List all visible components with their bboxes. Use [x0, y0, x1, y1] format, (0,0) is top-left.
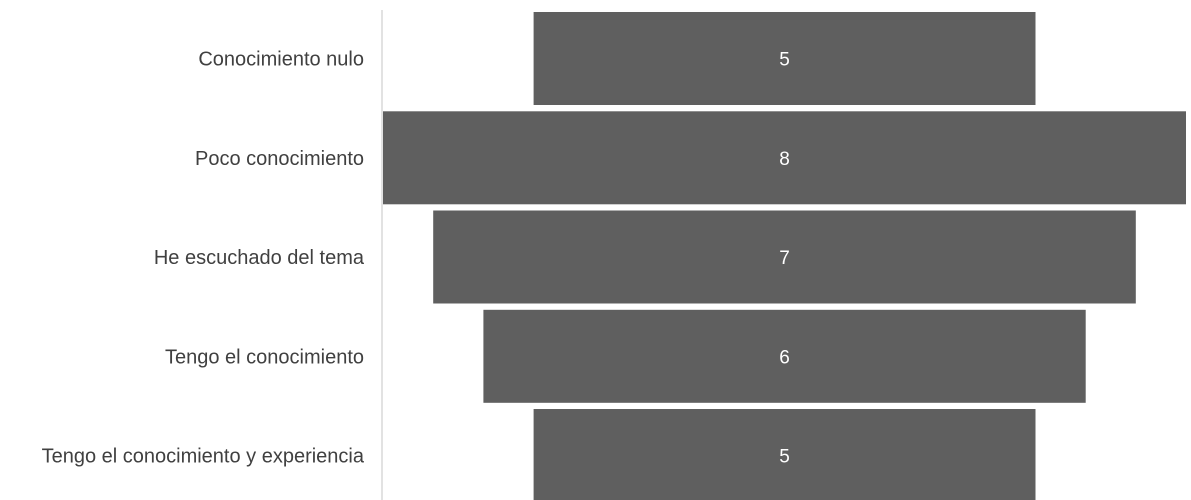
funnel-bar	[433, 210, 1136, 304]
value-label: 5	[779, 50, 790, 71]
category-labels-group: Conocimiento nulo Poco conocimiento He esc…	[42, 49, 365, 468]
value-labels-group: 5 8 7 6 5	[779, 50, 790, 468]
funnel-bar	[383, 111, 1186, 205]
funnel-bar	[533, 12, 1036, 105]
category-label: Conocimiento nulo	[198, 49, 364, 71]
category-label: Poco conocimiento	[195, 148, 364, 170]
value-label: 7	[779, 248, 790, 269]
value-label: 5	[779, 447, 790, 468]
funnel-bar	[533, 409, 1036, 500]
value-label: 6	[779, 347, 790, 368]
value-label: 8	[779, 149, 790, 170]
category-label: Tengo el conocimiento y experiencia	[42, 446, 365, 468]
category-label: Tengo el conocimiento	[165, 346, 364, 368]
bars-group	[383, 12, 1186, 500]
funnel-bar	[483, 309, 1086, 403]
category-label: He escuchado del tema	[154, 247, 365, 269]
